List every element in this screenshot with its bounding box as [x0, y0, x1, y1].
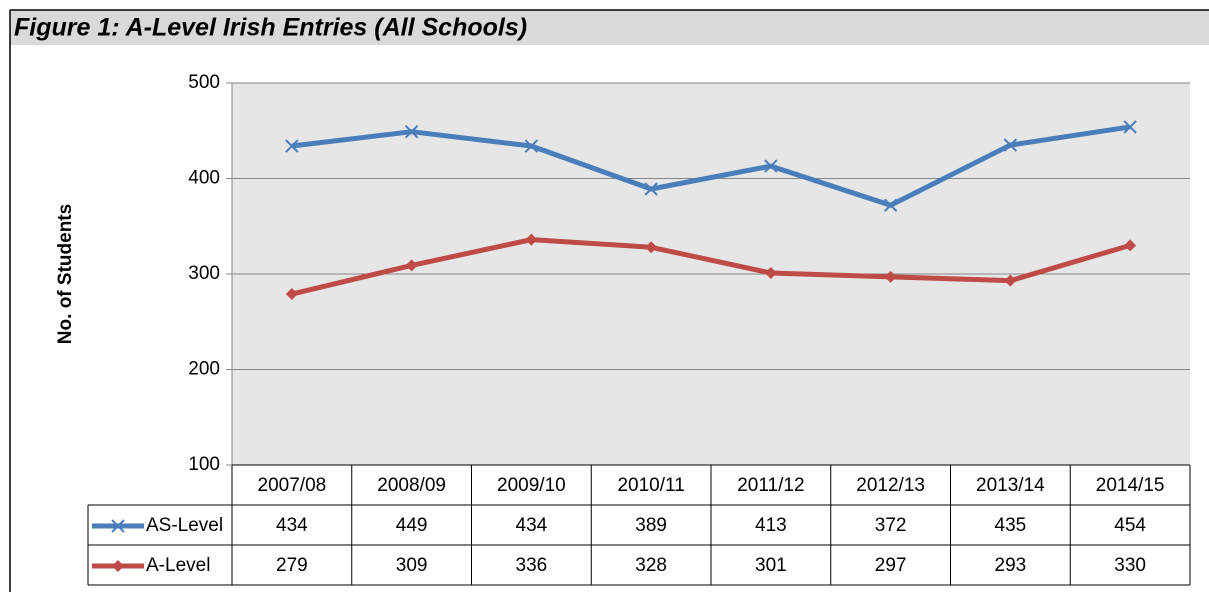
table-value: 293: [995, 555, 1027, 576]
x-tick-label: 2008/09: [377, 475, 446, 496]
series-line: [291, 237, 1131, 297]
title-bar: [10, 10, 1209, 45]
legend-label: AS-Level: [146, 515, 223, 536]
marker: [1003, 138, 1018, 152]
marker: [524, 139, 539, 153]
table-value: 330: [1114, 555, 1146, 576]
y-tick-label: 300: [188, 263, 220, 284]
y-tick-label: 100: [188, 454, 220, 475]
table-value: 309: [396, 555, 428, 576]
table-value: 372: [875, 515, 907, 536]
table-value: 297: [875, 555, 907, 576]
marker: [525, 233, 538, 246]
table-value: 279: [276, 555, 308, 576]
marker: [645, 241, 658, 254]
marker: [1004, 274, 1017, 287]
marker: [764, 267, 777, 280]
chart-title: Figure 1: A-Level Irish Entries (All Sch…: [14, 14, 527, 42]
table-value: 301: [755, 555, 787, 576]
table-value: 449: [396, 515, 428, 536]
marker: [764, 159, 778, 173]
y-tick-label: 400: [188, 168, 220, 189]
x-tick-label: 2013/14: [976, 475, 1045, 496]
series-line: [291, 124, 1131, 208]
table-value: 336: [516, 555, 548, 576]
x-tick-label: 2014/15: [1096, 475, 1165, 496]
marker: [112, 560, 124, 572]
marker: [883, 198, 898, 212]
marker: [1124, 239, 1137, 252]
marker: [1123, 120, 1137, 134]
table-value: 435: [995, 515, 1027, 536]
table-value: 454: [1114, 515, 1146, 536]
marker: [405, 259, 418, 272]
x-tick-label: 2007/08: [258, 475, 327, 496]
marker: [644, 182, 658, 196]
x-tick-label: 2010/11: [617, 475, 684, 496]
table-value: 389: [635, 515, 667, 536]
x-tick-label: 2011/12: [737, 475, 804, 496]
table-value: 434: [276, 515, 308, 536]
table-value: 413: [755, 515, 787, 536]
marker: [285, 139, 299, 153]
y-axis-label: No. of Students: [55, 204, 76, 344]
marker: [404, 124, 419, 139]
x-tick-label: 2009/10: [497, 475, 566, 496]
marker: [111, 519, 125, 533]
table-value: 434: [516, 515, 548, 536]
y-tick-label: 500: [188, 72, 220, 93]
table-value: 328: [635, 555, 667, 576]
legend-label: A-Level: [146, 555, 210, 576]
marker: [285, 288, 298, 301]
x-tick-label: 2012/13: [856, 475, 925, 496]
marker: [884, 270, 897, 283]
y-tick-label: 200: [188, 359, 220, 380]
